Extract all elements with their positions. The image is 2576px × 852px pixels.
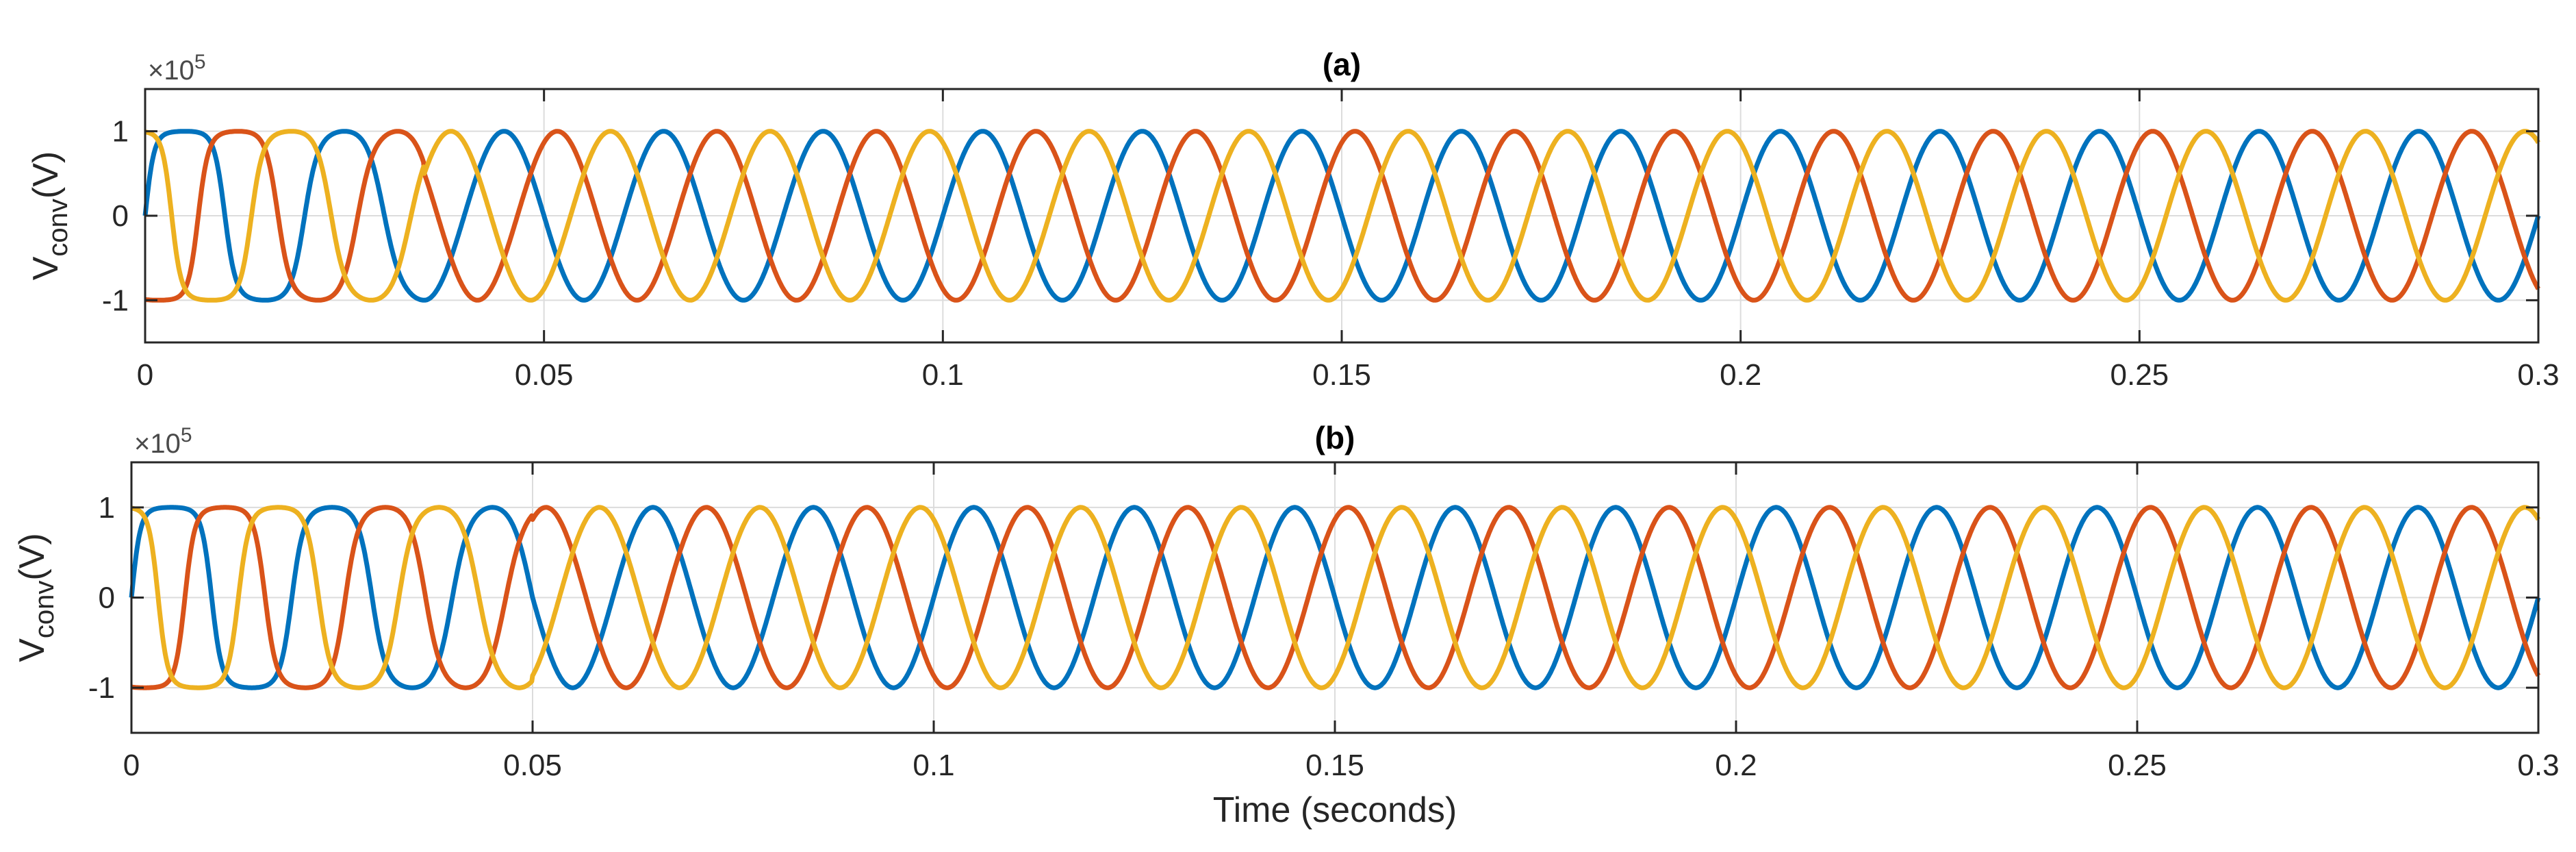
- series-line-3: [143, 129, 2540, 303]
- chart-panel-b: 0 0.05 0.1 0.15 0.2 0.25 0.3 -1 0 1 (b) ×105 Vcon…: [12, 420, 2560, 830]
- x-axis-label: Time (seconds): [1213, 790, 1457, 830]
- y-axis-label: Vconv(V): [26, 151, 73, 281]
- x-tick-label: 0.15: [1305, 749, 1364, 782]
- series-line-2: [129, 505, 2541, 690]
- y-multiplier-base: ×10: [134, 429, 181, 459]
- series-line-3: [129, 505, 2541, 690]
- x-tick-label: 0: [137, 358, 153, 392]
- series-line-1: [129, 505, 2541, 690]
- x-tick-label: 0.1: [922, 358, 964, 392]
- chart-title: (a): [1323, 47, 1361, 82]
- series-line-2: [143, 129, 2541, 303]
- x-tick-label: 0: [123, 749, 140, 782]
- chart-panel-a: 0 0.05 0.1 0.15 0.2 0.25 0.3 -1 0 1 (a) ×105 Vcon…: [26, 47, 2560, 392]
- x-tick-label: 0.15: [1312, 358, 1371, 392]
- x-tick-label: 0.25: [2108, 749, 2167, 782]
- x-tick-label: 0.25: [2110, 358, 2169, 392]
- x-tick-label: 0.05: [515, 358, 574, 392]
- x-tick-label: 0.3: [2517, 749, 2559, 782]
- x-tick-label: 0.2: [1715, 749, 1757, 782]
- y-tick-label: -1: [88, 671, 115, 705]
- x-tick-label: 0.1: [913, 749, 954, 782]
- y-tick-label: -1: [102, 284, 129, 317]
- y-tick-label: 0: [112, 199, 129, 233]
- chart-title: (b): [1315, 420, 1355, 455]
- x-tick-label: 0.2: [1720, 358, 1761, 392]
- y-tick-label: 1: [112, 115, 129, 149]
- plot-area: 0 0.05 0.1 0.15 0.2 0.25 0.3 -1 0 1: [88, 461, 2560, 782]
- y-multiplier: ×105: [148, 51, 206, 86]
- y-multiplier-exponent: 5: [181, 424, 192, 447]
- y-tick-label: 1: [99, 491, 115, 525]
- y-multiplier-base: ×10: [148, 55, 194, 86]
- plot-area: 0 0.05 0.1 0.15 0.2 0.25 0.3 -1 0 1: [102, 88, 2560, 392]
- y-multiplier-exponent: 5: [194, 51, 206, 73]
- y-multiplier: ×105: [134, 424, 192, 459]
- x-tick-label: 0.3: [2517, 358, 2559, 392]
- x-tick-label: 0.05: [503, 749, 562, 782]
- y-tick-label: 0: [99, 581, 115, 615]
- y-axis-label: Vconv(V): [12, 533, 60, 662]
- series-line-1: [142, 129, 2541, 303]
